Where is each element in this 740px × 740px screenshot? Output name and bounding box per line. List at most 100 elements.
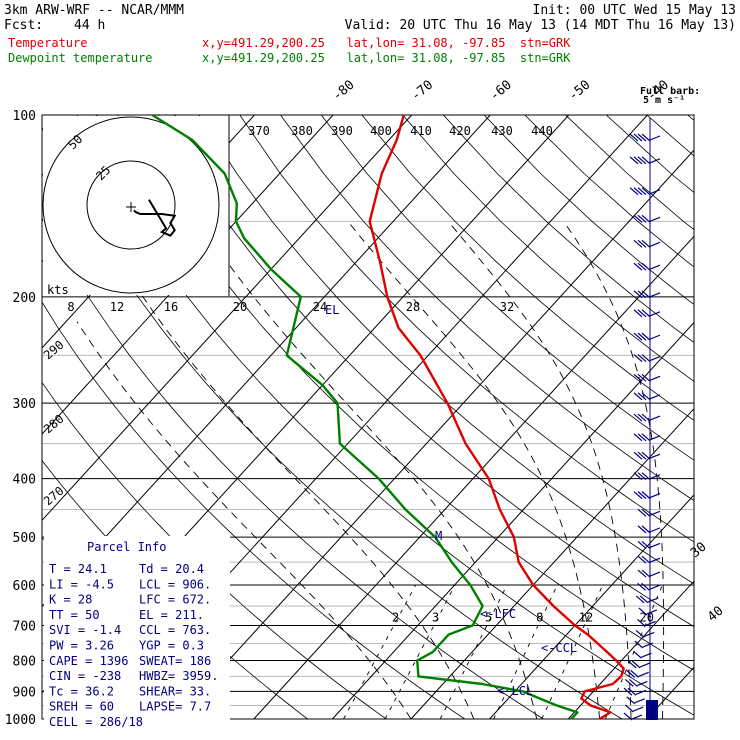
parcel-info-left: SREH = 60 — [49, 700, 114, 714]
hodograph-ring-50 — [42, 116, 220, 294]
wind-barb — [629, 187, 661, 196]
isotherm-label: -70 — [409, 77, 437, 104]
wind-barb-feather — [633, 433, 643, 442]
isotherm-line — [42, 115, 491, 608]
wind-barb — [637, 525, 661, 534]
parcel-info-box — [44, 536, 230, 726]
wind-barb-feather — [637, 239, 647, 248]
wind-barb-feather — [641, 555, 651, 564]
surface-wind-marker — [646, 700, 658, 720]
isotherm-line — [489, 494, 694, 720]
wind-barb-feather — [637, 451, 647, 460]
wind-barb — [624, 704, 644, 713]
wind-barb-staff — [649, 542, 661, 549]
wind-barb-feather — [635, 629, 645, 638]
dry-adiabat-line — [443, 115, 694, 344]
wind-barb-feather — [633, 290, 643, 299]
theta-label: 390 — [331, 124, 353, 138]
wind-barb — [626, 669, 649, 678]
wind-barb-staff — [649, 571, 661, 577]
dewpoint-location: x,y=491.29,200.25 lat,lon= 31.08, -97.85… — [202, 51, 571, 65]
dry-adiabat-line — [687, 115, 694, 121]
theta-label: 380 — [291, 124, 313, 138]
moist-adiabat-line — [563, 221, 665, 720]
parcel-info-left: CELL = 286/18 — [49, 715, 143, 729]
wind-barb — [626, 696, 645, 705]
theta-label: 410 — [410, 124, 432, 138]
wind-barb-feather — [633, 214, 643, 223]
m-label: M — [435, 529, 442, 543]
dewpoint-profile — [151, 115, 579, 720]
wind-barb-staff — [635, 689, 647, 695]
dewpoint-legend: Dewpoint temperature — [8, 51, 153, 65]
wind-barb — [637, 508, 661, 517]
wind-barb-staff — [631, 714, 643, 720]
wind-barb-feather — [633, 156, 643, 165]
wind-barb-staff — [649, 435, 661, 441]
theta-label: 290 — [41, 338, 67, 363]
wind-barb — [633, 472, 661, 481]
wind-barb-feather — [641, 472, 651, 481]
wind-barb-feather — [637, 433, 647, 442]
wind-barb-feather — [635, 595, 645, 604]
wind-barb-feather — [639, 595, 649, 604]
wind-barb-feather — [641, 214, 651, 223]
isotherm-line — [410, 407, 694, 720]
wind-barb — [635, 595, 659, 604]
wind-barb — [633, 290, 661, 299]
valid-time: Valid: 20 UTC Thu 16 May 13 (14 MDT Thu … — [344, 18, 736, 33]
wind-barb-staff — [649, 527, 661, 533]
wind-barb-feather — [641, 133, 651, 142]
wind-barb-feather — [633, 262, 643, 271]
wind-barb-feather — [627, 660, 637, 669]
wind-barb-feather — [637, 332, 647, 341]
wind-barb-feather — [624, 704, 634, 713]
dry-adiabat-line — [42, 217, 544, 720]
wind-barb-staff — [633, 706, 644, 712]
wind-barb-feather — [637, 525, 647, 534]
hodograph-trace — [133, 199, 177, 237]
wind-barb-feather — [629, 187, 639, 196]
pressure-label: 500 — [13, 531, 36, 546]
wind-barb-staff — [649, 415, 661, 421]
wind-barb — [623, 687, 647, 696]
wind-barb-feather — [641, 541, 651, 549]
wind-barb-feather — [629, 133, 639, 142]
wind-barb-feather — [637, 508, 647, 517]
parcel-info-left: CAPE = 1396 — [49, 654, 128, 668]
wind-barb — [633, 262, 661, 271]
mixing-ratio-label: 12 — [579, 610, 593, 624]
parcel-info-left: LI = -4.5 — [49, 577, 114, 591]
dry-adiabat-line — [646, 115, 694, 157]
wind-barb — [633, 451, 661, 460]
parcel-info-right: LCL = 906. — [139, 577, 211, 591]
wind-barb-feather — [641, 491, 651, 500]
wind-barb-staff — [649, 474, 661, 480]
dry-adiabat-line — [158, 115, 694, 628]
wind-barb-staff — [637, 680, 648, 687]
wind-barb-staff — [649, 241, 661, 247]
pressure-label: 700 — [13, 619, 36, 634]
ccl-label: <-CCL — [541, 641, 577, 655]
wind-barb-feather — [637, 187, 647, 196]
wind-barb-staff — [649, 189, 661, 195]
forecast-label: Fcst: — [4, 18, 44, 33]
mixing-ratio-label: 2 — [392, 610, 399, 624]
speed-tick-label: 24 — [313, 300, 327, 314]
pressure-label: 1000 — [5, 713, 36, 728]
wind-barb-feather — [623, 712, 633, 721]
plot-frame — [41, 114, 695, 720]
wind-barb-feather — [634, 640, 644, 649]
wind-barb-feather — [637, 309, 647, 318]
wind-barb-feather — [633, 332, 643, 341]
wind-barb-staff — [649, 493, 661, 499]
temperature-legend: Temperature — [8, 36, 88, 50]
forecast-hour: 44 h — [74, 18, 106, 33]
wind-barb-feather — [641, 451, 651, 460]
wind-barb-feather — [633, 133, 643, 142]
dry-adiabat-line — [565, 115, 694, 231]
dry-adiabat-line — [239, 115, 694, 543]
parcel-info-left: T = 24.1 — [49, 562, 107, 576]
wind-barb-feather — [633, 239, 643, 248]
